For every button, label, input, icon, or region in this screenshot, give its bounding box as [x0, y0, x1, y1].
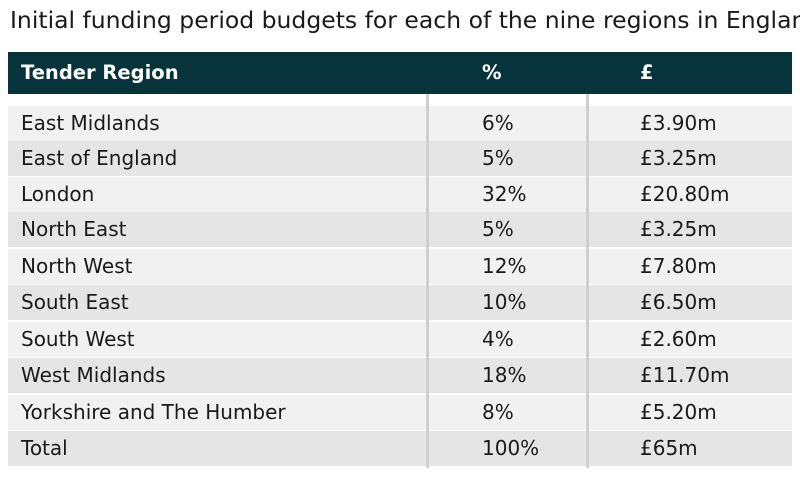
percent-cell: 18%: [482, 363, 527, 387]
table-row: London 32% £20.80m: [8, 177, 792, 212]
table-row: North East 5% £3.25m: [8, 212, 792, 247]
amount-cell: £11.70m: [640, 363, 730, 387]
header-amount: £: [640, 61, 654, 84]
region-cell: Yorkshire and The Humber: [21, 400, 286, 424]
amount-cell: £6.50m: [640, 290, 717, 314]
region-cell: East Midlands: [21, 111, 160, 135]
amount-cell: £3.25m: [640, 217, 717, 241]
header-percent: %: [482, 61, 502, 84]
percent-cell: 4%: [482, 327, 514, 351]
percent-cell: 100%: [482, 436, 540, 460]
region-cell: South East: [21, 290, 129, 314]
percent-cell: 6%: [482, 111, 514, 135]
table-row: East of England 5% £3.25m: [8, 141, 792, 176]
header-spacer: [8, 94, 792, 106]
column-divider: [586, 94, 589, 468]
amount-cell: £2.60m: [640, 327, 717, 351]
page-title: Initial funding period budgets for each …: [10, 6, 800, 34]
table-row: West Midlands 18% £11.70m: [8, 358, 792, 393]
amount-cell: £3.25m: [640, 146, 717, 170]
table-row: South East 10% £6.50m: [8, 285, 792, 320]
amount-cell: £65m: [640, 436, 698, 460]
funding-table: Tender Region % £ East Midlands 6% £3.90…: [8, 52, 792, 468]
column-divider: [426, 94, 429, 468]
percent-cell: 12%: [482, 254, 527, 278]
region-cell: Total: [21, 436, 68, 460]
table-row: South West 4% £2.60m: [8, 322, 792, 357]
amount-cell: £5.20m: [640, 400, 717, 424]
region-cell: North East: [21, 217, 127, 241]
table-header: Tender Region % £: [8, 52, 792, 94]
percent-cell: 10%: [482, 290, 527, 314]
table-row: Yorkshire and The Humber 8% £5.20m: [8, 395, 792, 430]
region-cell: West Midlands: [21, 363, 166, 387]
amount-cell: £7.80m: [640, 254, 717, 278]
region-cell: London: [21, 182, 95, 206]
percent-cell: 5%: [482, 146, 514, 170]
header-tender-region: Tender Region: [21, 61, 179, 84]
amount-cell: £20.80m: [640, 182, 730, 206]
percent-cell: 5%: [482, 217, 514, 241]
table-row: East Midlands 6% £3.90m: [8, 106, 792, 141]
percent-cell: 8%: [482, 400, 514, 424]
percent-cell: 32%: [482, 182, 527, 206]
table-row-total: Total 100% £65m: [8, 431, 792, 466]
region-cell: North West: [21, 254, 133, 278]
table-row: North West 12% £7.80m: [8, 249, 792, 284]
region-cell: South West: [21, 327, 135, 351]
amount-cell: £3.90m: [640, 111, 717, 135]
region-cell: East of England: [21, 146, 178, 170]
